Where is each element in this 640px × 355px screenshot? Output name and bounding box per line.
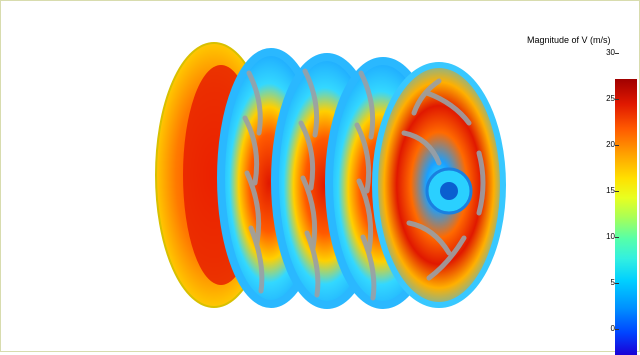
legend-tick-30: 30	[606, 48, 615, 57]
legend-tick-25: 25	[606, 94, 615, 103]
tick-mark	[615, 283, 619, 284]
legend-tick-20: 20	[606, 140, 615, 149]
tick-mark	[615, 191, 619, 192]
legend-colorbar	[615, 79, 637, 355]
impeller-blades	[242, 68, 486, 301]
legend-tick-5: 5	[610, 278, 615, 287]
impeller-stage-4	[372, 62, 506, 308]
velocity-legend: Magnitude of V (m/s) 30 25 20 15 10 5 0	[517, 31, 637, 355]
tick-mark	[615, 99, 619, 100]
legend-tick-0: 0	[610, 324, 615, 333]
tick-mark	[615, 145, 619, 146]
legend-tick-15: 15	[606, 186, 615, 195]
tick-mark	[615, 237, 619, 238]
legend-title: Magnitude of V (m/s)	[527, 35, 611, 45]
tick-mark	[615, 53, 619, 54]
impeller-3d-view	[155, 42, 506, 309]
legend-tick-10: 10	[606, 232, 615, 241]
tick-mark	[615, 329, 619, 330]
